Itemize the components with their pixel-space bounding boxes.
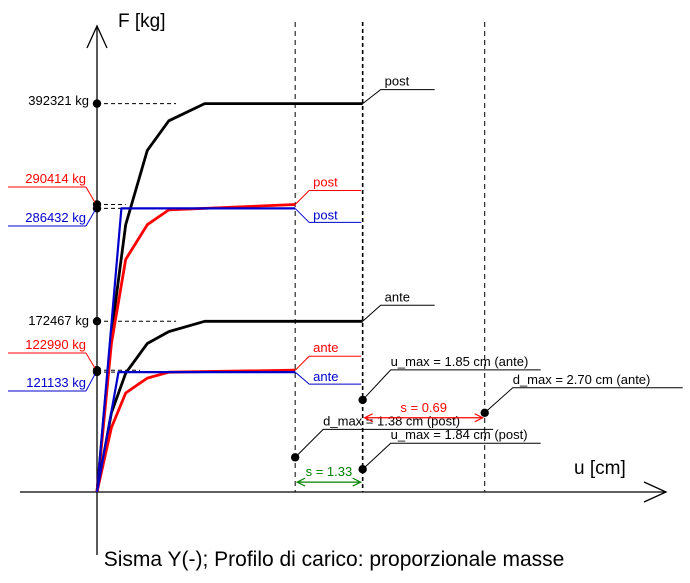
force-label: 122990 kg bbox=[25, 337, 86, 352]
curves bbox=[95, 102, 363, 493]
force-label-leader bbox=[85, 186, 96, 203]
force-labels: 392321 kg 290414 kg 286432 kg 172467 kg 1229… bbox=[8, 93, 102, 392]
curve-label-leader bbox=[294, 355, 362, 371]
curve-ante-red bbox=[95, 368, 296, 493]
force-label-leader bbox=[85, 210, 96, 227]
curve-ante-blue bbox=[95, 371, 296, 493]
span-arrow-right bbox=[474, 413, 485, 423]
curve-label-post: post bbox=[313, 207, 338, 222]
curve-label-ante: ante bbox=[313, 369, 338, 384]
force-label-leader bbox=[85, 373, 96, 392]
force-label: 392321 kg bbox=[28, 93, 89, 108]
curve-post-black bbox=[95, 102, 363, 493]
span-arrow-left bbox=[295, 477, 306, 487]
span-label: s = 1.33 bbox=[306, 464, 353, 479]
marker-leader bbox=[362, 369, 541, 401]
force-leader-lines bbox=[97, 103, 176, 373]
force-point-172467 bbox=[92, 317, 102, 326]
marker-leader bbox=[362, 442, 541, 470]
curve-label-post: post bbox=[385, 74, 410, 89]
curve-label-leader bbox=[294, 189, 362, 205]
span-arrows: s = 0.69 s = 1.33 bbox=[295, 400, 485, 487]
curve-label-ante: ante bbox=[385, 289, 410, 304]
curve-post-red bbox=[95, 203, 296, 493]
x-axis-label: u [cm] bbox=[574, 458, 626, 479]
force-label: 290414 kg bbox=[25, 171, 86, 186]
force-label: 172467 kg bbox=[28, 313, 89, 328]
chart-title: Sisma Y(-); Profilo di carico: proporzio… bbox=[104, 548, 565, 571]
curve-label-leader bbox=[294, 371, 362, 385]
marker-label: d_max = 1.38 cm (post) bbox=[323, 413, 460, 428]
curve-label-leader bbox=[294, 208, 362, 223]
force-point-392321 bbox=[92, 99, 102, 108]
span-label: s = 0.69 bbox=[400, 400, 447, 415]
span-arrow-right bbox=[352, 477, 363, 487]
marker-leader bbox=[484, 387, 683, 414]
displacement-markers: u_max = 1.85 cm (ante) d_max = 2.70 cm (a… bbox=[290, 354, 683, 474]
curve-label-post: post bbox=[313, 174, 338, 189]
y-axis-label: F [kg] bbox=[118, 11, 166, 32]
y-axis-arrow bbox=[86, 24, 108, 49]
marker-leader bbox=[294, 428, 494, 458]
curve-post-blue bbox=[95, 207, 296, 493]
marker-label: u_max = 1.84 cm (post) bbox=[391, 427, 528, 442]
marker-label: d_max = 2.70 cm (ante) bbox=[513, 372, 651, 387]
curve-label-leader bbox=[362, 89, 435, 104]
curve-label-ante: ante bbox=[313, 340, 338, 355]
span-arrow-left bbox=[363, 413, 373, 423]
axes bbox=[20, 24, 668, 555]
force-label-leader bbox=[85, 352, 96, 369]
curve-label-leaders: post post post ante ante ante bbox=[294, 74, 435, 385]
force-label: 286432 kg bbox=[25, 210, 86, 225]
force-label: 121133 kg bbox=[26, 375, 86, 390]
marker-label: u_max = 1.85 cm (ante) bbox=[391, 354, 529, 369]
x-axis-arrow bbox=[643, 481, 668, 503]
curve-label-leader bbox=[362, 304, 435, 322]
